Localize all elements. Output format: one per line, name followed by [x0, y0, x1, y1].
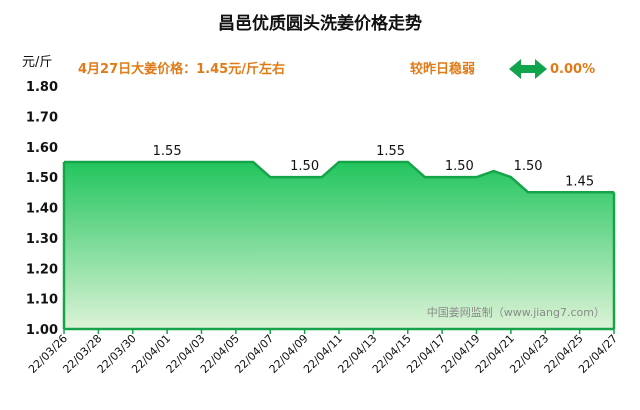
chart-title: 昌邑优质圆头洗姜价格走势: [218, 13, 422, 34]
y-tick-label: 1.10: [26, 293, 58, 308]
y-axis-unit: 元/斤: [22, 55, 52, 70]
y-axis: 1.00 1.10 1.20 1.30 1.40 1.50 1.60 1.70 1.80: [26, 80, 58, 338]
y-tick-label: 1.70: [26, 110, 58, 125]
y-tick-label: 1.80: [26, 80, 58, 95]
change-percent: 0.00%: [550, 62, 595, 77]
watermark: 中国姜网监制（www.jiang7.com）: [427, 305, 605, 319]
data-label: 1.50: [445, 159, 474, 174]
data-label: 1.55: [376, 144, 405, 159]
y-tick-label: 1.50: [26, 171, 58, 186]
data-label: 1.45: [565, 174, 594, 189]
y-tick-label: 1.30: [26, 232, 58, 247]
double-arrow-icon: [509, 59, 547, 79]
data-label: 1.50: [514, 159, 543, 174]
price-subtitle: 4月27日大姜价格：1.45元/斤左右: [78, 61, 285, 77]
y-tick-label: 1.40: [26, 202, 58, 217]
data-labels: 1.55 1.50 1.55 1.50 1.50 1.45: [153, 144, 594, 189]
price-line: [64, 160, 614, 194]
price-area: [62, 160, 616, 331]
data-label: 1.50: [290, 159, 319, 174]
data-label: 1.55: [153, 144, 182, 159]
y-tick-label: 1.20: [26, 262, 58, 277]
y-tick-label: 1.00: [26, 323, 58, 338]
y-tick-label: 1.60: [26, 141, 58, 156]
trend-text: 较昨日稳弱: [410, 61, 475, 77]
price-area-fill: [64, 161, 614, 329]
x-axis: 22/03/2622/03/2822/03/3022/04/0122/04/03…: [26, 329, 620, 376]
